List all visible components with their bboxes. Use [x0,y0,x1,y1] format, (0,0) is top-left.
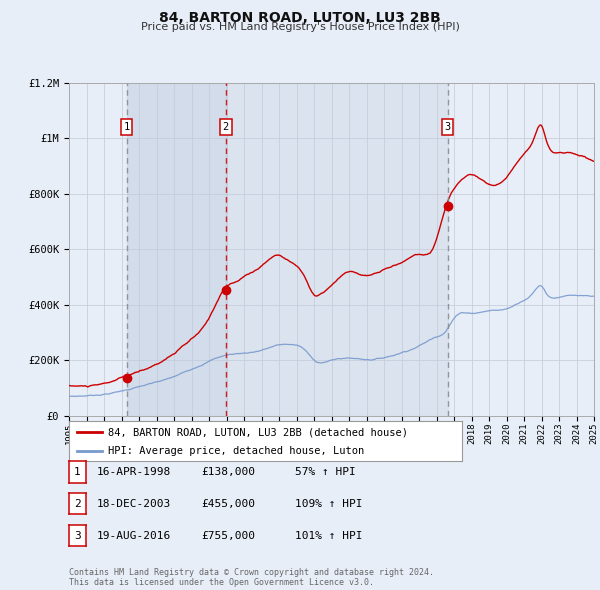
Bar [127,83,226,416]
Text: 57% ↑ HPI: 57% ↑ HPI [295,467,355,477]
Text: 1: 1 [74,467,81,477]
Text: 3: 3 [445,122,451,132]
Text: £755,000: £755,000 [202,531,256,540]
Text: 3: 3 [74,531,81,540]
Text: Contains HM Land Registry data © Crown copyright and database right 2024.
This d: Contains HM Land Registry data © Crown c… [69,568,434,587]
Text: 2: 2 [223,122,229,132]
Text: HPI: Average price, detached house, Luton: HPI: Average price, detached house, Luto… [109,445,365,455]
Text: 19-AUG-2016: 19-AUG-2016 [97,531,171,540]
Text: 109% ↑ HPI: 109% ↑ HPI [295,499,362,509]
Bar [226,83,448,416]
Text: 1: 1 [124,122,130,132]
Text: 2: 2 [74,499,81,509]
Text: 101% ↑ HPI: 101% ↑ HPI [295,531,362,540]
Text: £138,000: £138,000 [202,467,256,477]
Text: 18-DEC-2003: 18-DEC-2003 [97,499,171,509]
Text: Price paid vs. HM Land Registry's House Price Index (HPI): Price paid vs. HM Land Registry's House … [140,22,460,32]
Text: £455,000: £455,000 [202,499,256,509]
Text: 84, BARTON ROAD, LUTON, LU3 2BB (detached house): 84, BARTON ROAD, LUTON, LU3 2BB (detache… [109,427,409,437]
Text: 84, BARTON ROAD, LUTON, LU3 2BB: 84, BARTON ROAD, LUTON, LU3 2BB [159,11,441,25]
Text: 16-APR-1998: 16-APR-1998 [97,467,171,477]
